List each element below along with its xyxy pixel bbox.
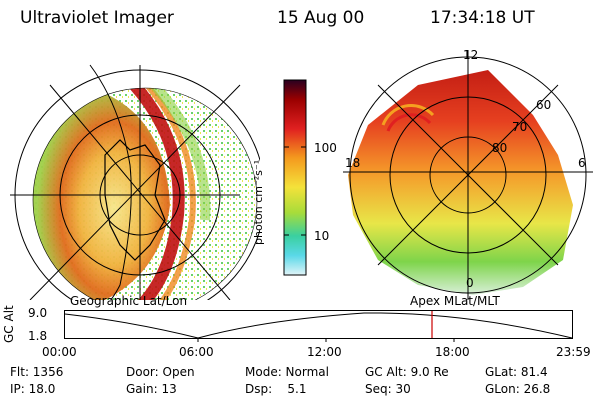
info-mode: Mode: Normal xyxy=(245,365,329,379)
geographic-caption: Geographic Lat/Lon xyxy=(70,294,188,308)
mlt-label-6: 6 xyxy=(578,156,586,170)
mlat-label-70: 70 xyxy=(512,120,528,134)
colorbar xyxy=(283,79,307,276)
info-gain: Gain: 13 xyxy=(126,382,177,396)
info-flight: Flt: 1356 xyxy=(10,365,64,379)
info-door: Door: Open xyxy=(126,365,195,379)
info-seq: Seq: 30 xyxy=(365,382,411,396)
altitude-xtick-4: 23:59 xyxy=(556,345,591,359)
magnetic-image xyxy=(343,50,593,300)
info-ip: IP: 18.0 xyxy=(10,382,56,396)
altitude-ytick-low: 1.8 xyxy=(28,329,48,343)
info-gc-alt: GC Alt: 9.0 Re xyxy=(365,365,449,379)
date-label: 15 Aug 00 xyxy=(277,8,365,28)
geographic-image xyxy=(10,64,260,300)
info-glon: GLon: 26.8 xyxy=(485,382,551,396)
mlt-label-18: 18 xyxy=(345,156,361,170)
time-label: 17:34:18 UT xyxy=(430,8,535,28)
altitude-ylabel: GC Alt xyxy=(2,305,16,343)
colorbar-tick-100: 100 xyxy=(314,141,337,155)
altitude-ytick-high: 9.0 xyxy=(28,306,48,320)
altitude-xtick-0: 00:00 xyxy=(42,345,77,359)
info-glat: GLat: 81.4 xyxy=(485,365,548,379)
mlt-label-0: 0 xyxy=(466,276,474,290)
instrument-title: Ultraviolet Imager xyxy=(20,8,174,28)
altitude-xtick-1: 06:00 xyxy=(179,345,214,359)
altitude-xtick-3: 18:00 xyxy=(435,345,470,359)
altitude-xtick-2: 12:00 xyxy=(307,345,342,359)
info-dsp: Dsp: 5.1 xyxy=(245,382,307,396)
colorbar-unit-label: photon cm⁻²s⁻¹ xyxy=(252,159,265,245)
magnetic-caption: Apex MLat/MLT xyxy=(410,294,500,308)
mlat-label-80: 80 xyxy=(492,141,508,155)
colorbar-tick-10: 10 xyxy=(314,229,330,243)
mlat-label-60: 60 xyxy=(536,98,552,112)
altitude-plot xyxy=(64,310,573,342)
mlt-label-12: 12 xyxy=(463,48,479,62)
